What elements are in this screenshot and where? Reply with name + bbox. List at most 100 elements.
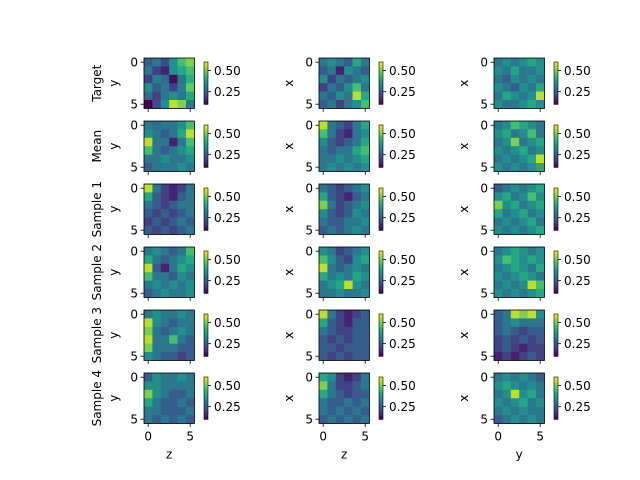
heatmap-cell bbox=[519, 146, 528, 155]
heatmap-cell bbox=[536, 247, 545, 256]
heatmap-cell bbox=[152, 184, 162, 193]
heatmap-cell bbox=[361, 289, 370, 298]
heatmap-cell bbox=[352, 280, 362, 290]
colorbar bbox=[553, 376, 559, 420]
heatmap-cell bbox=[494, 91, 503, 101]
colorbar-tick-label: 0.25 bbox=[389, 148, 416, 162]
heatmap-cell bbox=[536, 255, 545, 265]
heatmap-cell bbox=[494, 255, 503, 265]
heatmap-cell bbox=[327, 226, 337, 235]
heatmap-cell bbox=[160, 137, 170, 147]
heatmap-cell bbox=[494, 335, 503, 344]
heatmap-cell bbox=[144, 146, 153, 155]
heatmap-cell bbox=[502, 91, 512, 101]
y-tick-label: 5 bbox=[130, 350, 138, 364]
heatmap-cell bbox=[186, 163, 195, 172]
heatmap-cell bbox=[177, 209, 187, 218]
heatmap-cell bbox=[361, 247, 370, 256]
heatmap-cell bbox=[160, 146, 170, 155]
heatmap-cell bbox=[510, 74, 520, 84]
heatmap-cell bbox=[519, 247, 528, 256]
heatmap-cell bbox=[352, 255, 362, 265]
y-axis-label: x bbox=[457, 143, 471, 150]
heatmap-cell bbox=[144, 263, 153, 273]
heatmap-cell bbox=[527, 226, 537, 235]
heatmap-cell bbox=[519, 335, 528, 344]
colorbar bbox=[203, 250, 209, 294]
heatmap-cell bbox=[502, 247, 512, 256]
heatmap-cell bbox=[319, 200, 328, 210]
heatmap-cell bbox=[319, 398, 328, 407]
heatmap-cell bbox=[335, 163, 345, 172]
heatmap-cell bbox=[186, 121, 195, 130]
heatmap-cell bbox=[152, 326, 162, 336]
heatmap-cell bbox=[169, 263, 178, 273]
heatmap-cell bbox=[527, 352, 537, 361]
heatmap-cell bbox=[169, 121, 178, 130]
y-tick-label: 5 bbox=[130, 287, 138, 301]
heatmap-cell bbox=[510, 184, 520, 193]
heatmap-cell bbox=[169, 389, 178, 399]
heatmap-cell bbox=[335, 154, 345, 164]
heatmap-cell bbox=[344, 247, 353, 256]
heatmap-cell bbox=[327, 184, 337, 193]
colorbar-tick-label: 0.50 bbox=[214, 190, 241, 204]
heatmap-cell bbox=[361, 192, 370, 202]
heatmap-cell bbox=[186, 373, 195, 382]
heatmap-cell bbox=[186, 154, 195, 164]
heatmap-cell bbox=[344, 154, 353, 164]
x-tick-label: 0 bbox=[319, 429, 327, 443]
heatmap-cell bbox=[344, 406, 353, 416]
heatmap-cell bbox=[327, 280, 337, 290]
heatmap-cell bbox=[502, 200, 512, 210]
heatmap-cell bbox=[494, 247, 503, 256]
heatmap-cell bbox=[519, 272, 528, 281]
heatmap-cell bbox=[344, 263, 353, 273]
y-tick-label: 0 bbox=[480, 56, 488, 70]
heatmap-cell bbox=[361, 154, 370, 164]
heatmap-cell bbox=[160, 100, 170, 109]
colorbar-tick-label: 0.25 bbox=[389, 85, 416, 99]
heatmap-cell bbox=[327, 121, 337, 130]
heatmap-cell bbox=[502, 326, 512, 336]
heatmap-cell bbox=[327, 100, 337, 109]
colorbar-tick-label: 0.50 bbox=[564, 379, 591, 393]
colorbar-tick-label: 0.50 bbox=[214, 379, 241, 393]
heatmap-cell bbox=[144, 226, 153, 235]
y-tick-label: 0 bbox=[305, 371, 313, 385]
y-tick-label: 0 bbox=[480, 371, 488, 385]
heatmap-cell bbox=[177, 192, 187, 202]
heatmap-cell bbox=[186, 415, 195, 424]
heatmap-cell bbox=[510, 381, 520, 391]
heatmap-cell bbox=[327, 415, 337, 424]
heatmap-cell bbox=[152, 406, 162, 416]
heatmap-cell bbox=[152, 263, 162, 273]
heatmap-cell bbox=[186, 398, 195, 407]
heatmap-cell bbox=[177, 255, 187, 265]
heatmap-cell bbox=[519, 58, 528, 67]
heatmap-cell bbox=[152, 343, 162, 353]
row-label-3: Sample 2 bbox=[90, 244, 104, 300]
colorbar bbox=[378, 376, 384, 420]
heatmap-cell bbox=[177, 226, 187, 235]
heatmap-cell bbox=[327, 406, 337, 416]
heatmap-cell bbox=[144, 310, 153, 319]
heatmap-cell bbox=[186, 184, 195, 193]
heatmap-cell bbox=[335, 58, 345, 67]
heatmap-cell bbox=[344, 280, 353, 290]
heatmap-cell bbox=[519, 192, 528, 202]
heatmap-cell bbox=[344, 415, 353, 424]
colorbar bbox=[203, 124, 209, 168]
heatmap-cell bbox=[527, 398, 537, 407]
colorbar bbox=[378, 124, 384, 168]
heatmap-cell bbox=[344, 66, 353, 76]
colorbar-tick-label: 0.25 bbox=[389, 337, 416, 351]
colorbar bbox=[553, 250, 559, 294]
heatmap-cell bbox=[344, 272, 353, 281]
heatmap-cell bbox=[494, 66, 503, 76]
heatmap-cell bbox=[502, 352, 512, 361]
heatmap-cell bbox=[361, 415, 370, 424]
y-tick-label: 0 bbox=[305, 182, 313, 196]
axes-frame bbox=[318, 183, 370, 235]
heatmap-cell bbox=[152, 335, 162, 344]
